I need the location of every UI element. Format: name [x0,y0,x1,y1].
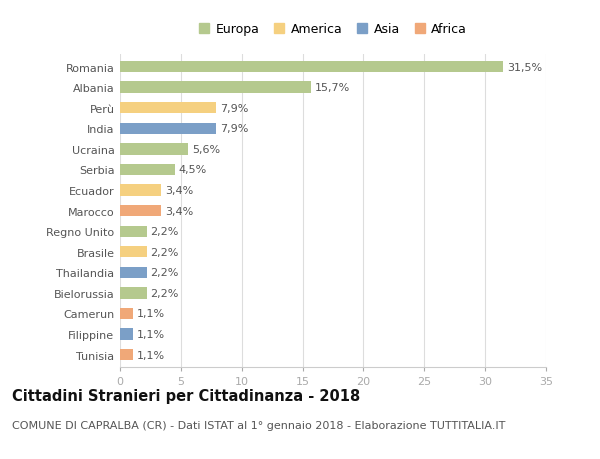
Text: 2,2%: 2,2% [151,247,179,257]
Bar [120,185,161,196]
Text: 1,1%: 1,1% [137,309,165,319]
Text: 31,5%: 31,5% [507,62,542,73]
Text: 2,2%: 2,2% [151,268,179,278]
Bar [120,267,147,279]
Bar [120,144,188,155]
Bar [120,329,133,340]
Text: 2,2%: 2,2% [151,227,179,237]
Text: 15,7%: 15,7% [315,83,350,93]
Legend: Europa, America, Asia, Africa: Europa, America, Asia, Africa [197,21,469,39]
Text: 7,9%: 7,9% [220,103,248,113]
Bar [120,82,311,94]
Text: 4,5%: 4,5% [178,165,206,175]
Text: COMUNE DI CAPRALBA (CR) - Dati ISTAT al 1° gennaio 2018 - Elaborazione TUTTITALI: COMUNE DI CAPRALBA (CR) - Dati ISTAT al … [12,420,505,430]
Bar [120,164,175,176]
Bar [120,206,161,217]
Text: 1,1%: 1,1% [137,330,165,339]
Text: 3,4%: 3,4% [165,206,193,216]
Text: 1,1%: 1,1% [137,350,165,360]
Bar [120,246,147,258]
Text: 5,6%: 5,6% [192,145,220,155]
Bar [120,349,133,360]
Bar [120,62,503,73]
Text: 3,4%: 3,4% [165,185,193,196]
Bar [120,288,147,299]
Text: Cittadini Stranieri per Cittadinanza - 2018: Cittadini Stranieri per Cittadinanza - 2… [12,388,360,403]
Bar [120,226,147,237]
Bar [120,308,133,319]
Bar [120,103,216,114]
Text: 7,9%: 7,9% [220,124,248,134]
Bar [120,123,216,134]
Text: 2,2%: 2,2% [151,288,179,298]
